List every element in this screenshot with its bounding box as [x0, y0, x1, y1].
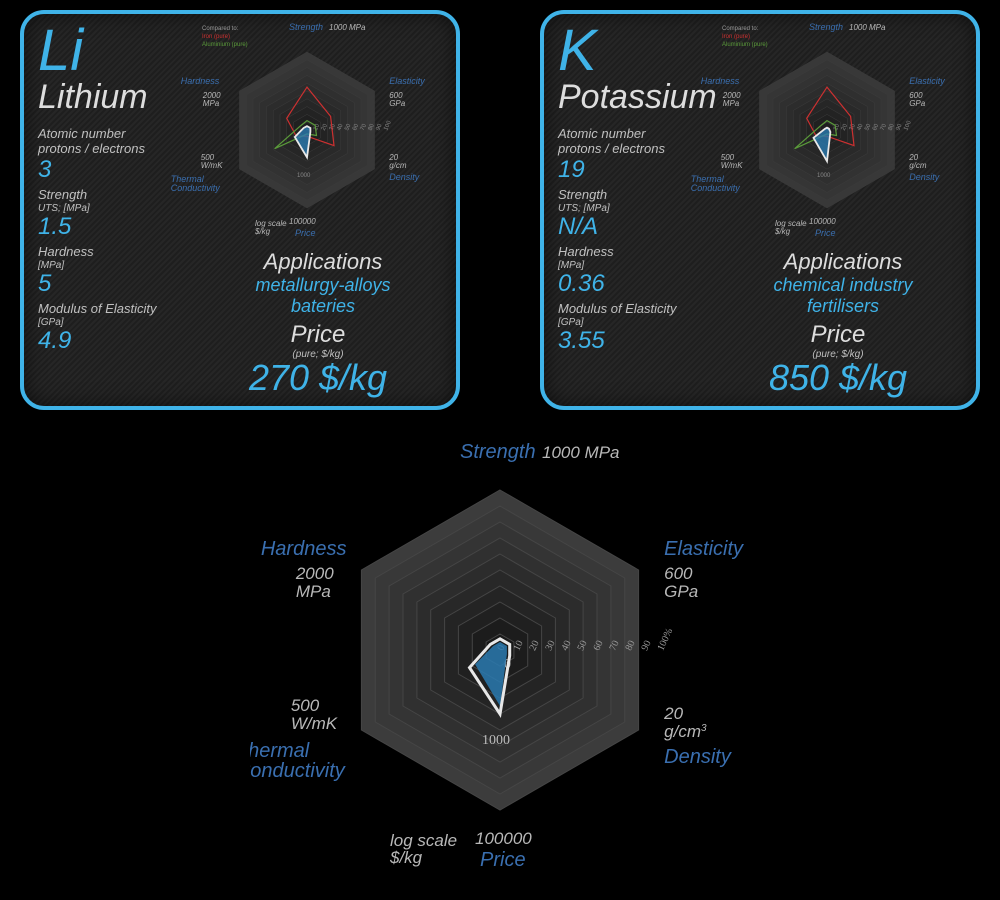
svg-text:500: 500: [291, 696, 320, 715]
price-value: 850 $/kg: [718, 360, 958, 396]
svg-text:MPa: MPa: [296, 582, 331, 601]
radar-chart-large: 0102030405060708090100%0Strength1000 MPa…: [250, 420, 750, 880]
svg-text:100000: 100000: [289, 217, 316, 226]
applications-title: Applications: [728, 249, 958, 275]
svg-text:1000: 1000: [482, 733, 510, 748]
svg-text:Strength: Strength: [460, 441, 536, 463]
svg-text:MPa: MPa: [203, 99, 220, 108]
applications-line: fertilisers: [728, 296, 958, 317]
svg-text:GPa: GPa: [664, 582, 698, 601]
svg-text:Compared to:: Compared to:: [722, 26, 759, 32]
price-value: 270 $/kg: [198, 360, 438, 396]
element-card-potassium: K Potassium Atomic numberprotons / elect…: [540, 10, 980, 410]
applications-block: Applications chemical industry fertilise…: [728, 249, 958, 316]
svg-text:Conductivity: Conductivity: [250, 760, 346, 782]
svg-text:Elasticity: Elasticity: [389, 76, 425, 86]
svg-text:Hardness: Hardness: [261, 538, 347, 560]
svg-text:Price: Price: [295, 228, 316, 238]
svg-text:g/cm: g/cm: [389, 161, 407, 170]
svg-text:W/mK: W/mK: [291, 714, 338, 733]
svg-text:$/kg: $/kg: [389, 848, 423, 867]
applications-line: metallurgy-alloys: [208, 275, 438, 296]
svg-text:Strength: Strength: [809, 22, 843, 32]
radar-chart-mini: 0102030405060708090100Strength1000 MPaEl…: [682, 20, 972, 240]
svg-text:Aluminium (pure): Aluminium (pure): [202, 42, 248, 48]
svg-text:Conductivity: Conductivity: [171, 183, 221, 193]
svg-text:Hardness: Hardness: [701, 76, 740, 86]
svg-text:100000: 100000: [475, 829, 532, 848]
svg-text:Density: Density: [664, 746, 732, 768]
svg-text:g/cm3: g/cm3: [664, 722, 707, 741]
svg-text:g/cm: g/cm: [909, 161, 927, 170]
price-block: Price (pure; $/kg) 850 $/kg: [718, 321, 958, 396]
svg-text:MPa: MPa: [723, 99, 740, 108]
svg-text:Iron (pure): Iron (pure): [722, 34, 750, 40]
applications-line: chemical industry: [728, 275, 958, 296]
svg-text:1000 MPa: 1000 MPa: [542, 443, 620, 462]
svg-text:100000: 100000: [809, 217, 836, 226]
svg-text:90: 90: [375, 123, 384, 132]
svg-text:Compared to:: Compared to:: [202, 26, 239, 32]
svg-text:Elasticity: Elasticity: [664, 538, 744, 560]
svg-text:W/mK: W/mK: [201, 161, 223, 170]
svg-text:1000 MPa: 1000 MPa: [329, 23, 366, 32]
applications-title: Applications: [208, 249, 438, 275]
price-title: Price: [718, 321, 958, 349]
svg-text:Iron (pure): Iron (pure): [202, 34, 230, 40]
svg-text:Density: Density: [909, 172, 940, 182]
svg-text:Strength: Strength: [289, 22, 323, 32]
svg-text:2000: 2000: [295, 564, 334, 583]
radar-chart-mini: 0102030405060708090100Strength1000 MPaEl…: [162, 20, 452, 240]
svg-text:$/kg: $/kg: [254, 227, 271, 236]
applications-line: bateries: [208, 296, 438, 317]
svg-text:100: 100: [383, 119, 393, 131]
svg-text:$/kg: $/kg: [774, 227, 791, 236]
applications-block: Applications metallurgy-alloys bateries: [208, 249, 438, 316]
price-block: Price (pure; $/kg) 270 $/kg: [198, 321, 438, 396]
svg-text:90: 90: [639, 639, 653, 653]
svg-text:Conductivity: Conductivity: [691, 183, 741, 193]
svg-text:W/mK: W/mK: [721, 161, 743, 170]
svg-text:600: 600: [664, 564, 693, 583]
svg-text:20: 20: [663, 704, 683, 723]
svg-text:100: 100: [903, 119, 913, 131]
svg-text:Elasticity: Elasticity: [909, 76, 945, 86]
price-title: Price: [198, 321, 438, 349]
svg-text:GPa: GPa: [389, 99, 406, 108]
svg-text:90: 90: [895, 123, 904, 132]
svg-text:GPa: GPa: [909, 99, 926, 108]
svg-text:1000: 1000: [817, 173, 831, 179]
svg-text:Density: Density: [389, 172, 420, 182]
svg-text:1000: 1000: [297, 173, 311, 179]
cards-row: Li Lithium Atomic numberprotons / electr…: [0, 0, 1000, 420]
svg-text:100%: 100%: [655, 627, 675, 653]
svg-text:Hardness: Hardness: [181, 76, 220, 86]
svg-text:Thermal: Thermal: [250, 740, 310, 762]
svg-text:Price: Price: [815, 228, 836, 238]
element-card-lithium: Li Lithium Atomic numberprotons / electr…: [20, 10, 460, 410]
svg-text:Aluminium (pure): Aluminium (pure): [722, 42, 768, 48]
svg-text:Price: Price: [480, 849, 526, 871]
svg-text:1000 MPa: 1000 MPa: [849, 23, 886, 32]
